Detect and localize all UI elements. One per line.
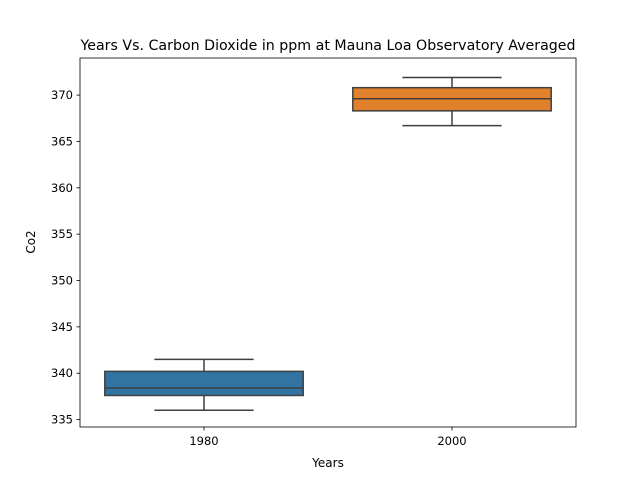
plot-frame — [79, 57, 577, 428]
y-tick-label-335: 335 — [51, 413, 73, 427]
x-tick-label-2000: 2000 — [437, 434, 466, 448]
y-tick-label-340: 340 — [51, 366, 73, 380]
y-tick-label-345: 345 — [51, 320, 73, 334]
y-tick-label-355: 355 — [51, 227, 73, 241]
y-tick-label-350: 350 — [51, 274, 73, 288]
y-axis-label: Co2 — [24, 230, 38, 253]
x-tick-label-1980: 1980 — [189, 434, 218, 448]
plot-area: 335 340 345 350 355 360 365 370 1980 2000 — [51, 57, 577, 448]
y-tick-label-365: 365 — [51, 134, 73, 148]
y-tick-label-360: 360 — [51, 181, 73, 195]
y-tick-label-370: 370 — [51, 88, 73, 102]
chart-title: Years Vs. Carbon Dioxide in ppm at Mauna… — [79, 38, 575, 54]
box-1980 — [104, 370, 304, 397]
x-axis-label: Years — [311, 456, 344, 470]
